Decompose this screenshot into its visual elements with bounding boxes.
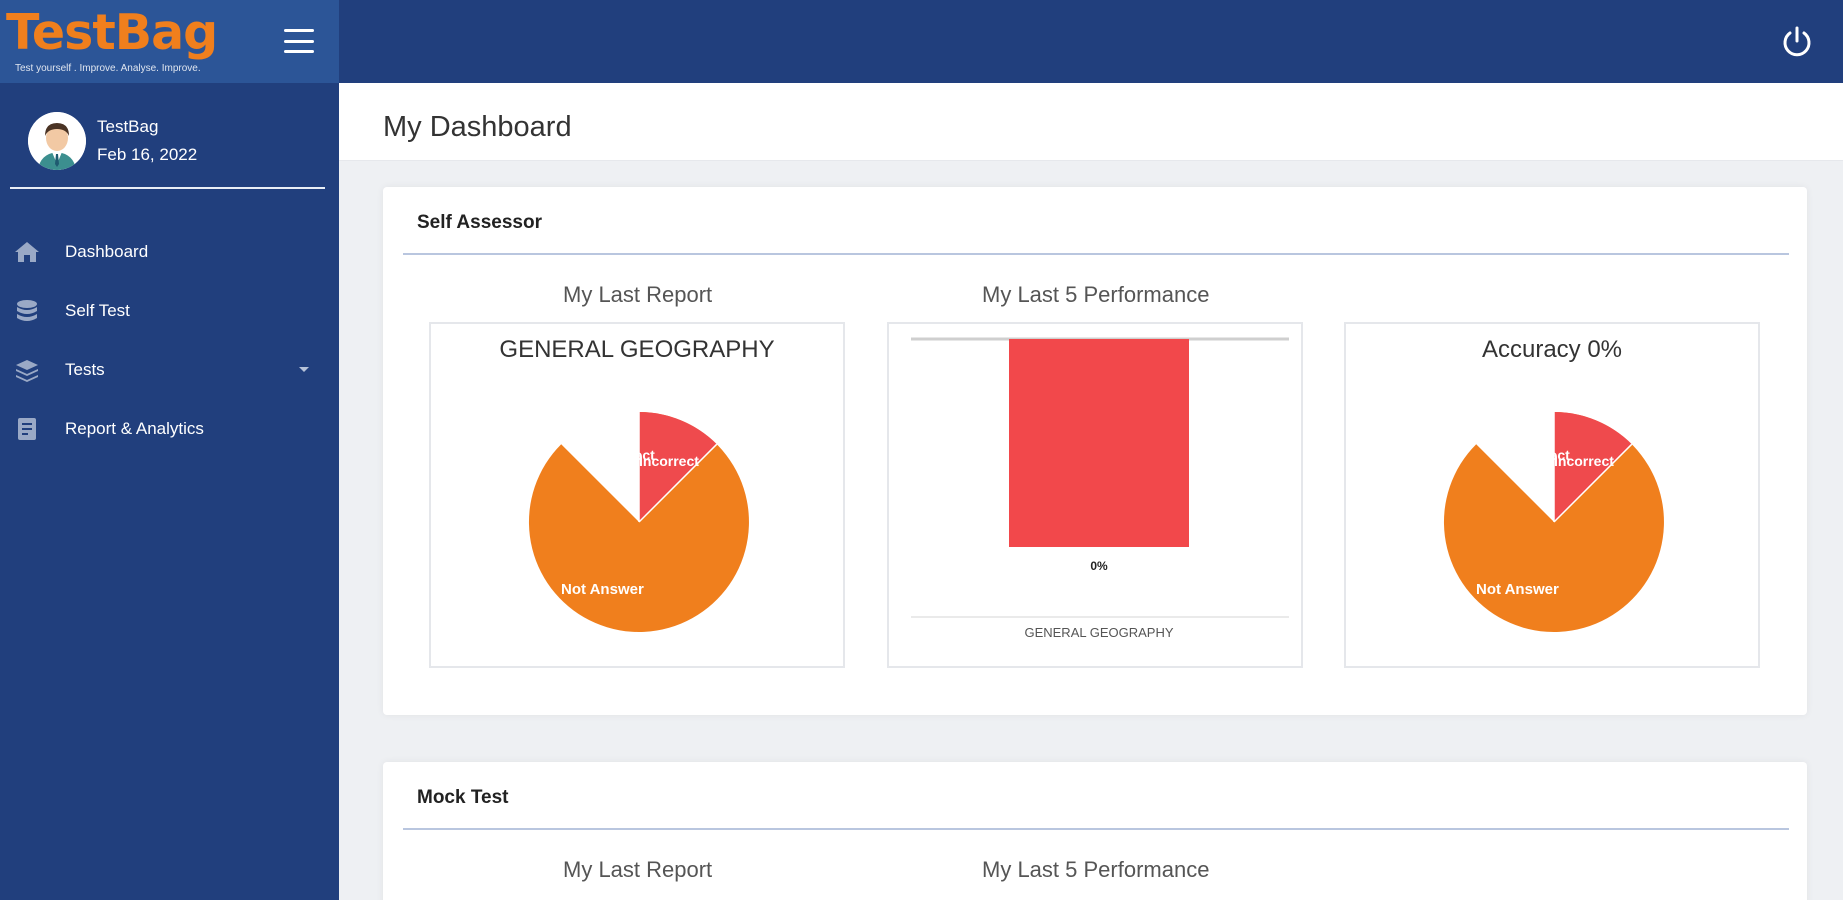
sidebar-item-self-test[interactable]: Self Test [0,281,339,340]
chevron-down-icon[interactable] [299,367,309,372]
performance-bar-chart: 0% GENERAL GEOGRAPHY [911,337,1289,640]
card-title: Mock Test [417,787,509,808]
top-bar [339,0,1843,83]
home-icon [14,240,40,264]
accuracy-pie-chart: Correct Incorrect Not Answer [1443,412,1664,632]
pie-label-correct: Correct [1520,447,1570,463]
divider [403,253,1789,255]
report-pie-panel: GENERAL GEOGRAPHY Correct Incorrect Not … [429,322,845,668]
pie-label-incorrect: Incorrect [1554,453,1614,469]
sidebar-item-report-analytics[interactable]: Report & Analytics [0,399,339,458]
layers-icon [14,358,40,382]
sidebar-item-label: Report & Analytics [65,419,204,438]
report-pie-chart: Correct Incorrect Not Answer [528,412,749,632]
page-title: My Dashboard [383,111,572,143]
chart-title: Accuracy 0% [1481,336,1623,363]
sidebar-item-dashboard[interactable]: Dashboard [0,222,339,281]
logo-tagline: Test yourself . Improve. Analyse. Improv… [15,63,201,74]
sidebar-item-label: Dashboard [65,242,149,261]
power-icon[interactable] [1779,24,1815,60]
pie-label-incorrect: Incorrect [639,453,699,469]
sidebar-item-label: Tests [65,360,105,379]
last-5-performance-heading: My Last 5 Performance [982,857,1210,882]
last-report-heading: My Last Report [563,282,713,307]
pie-label-not-answer: Not Answer [561,581,644,598]
divider [10,187,325,189]
pie-label-not-answer: Not Answer [1476,581,1559,598]
pie-slice-incorrect [1554,412,1632,522]
avatar [28,112,86,170]
sidebar-nav: Dashboard Self Test Tests Report & Analy… [0,222,339,458]
pie-slice-incorrect [639,412,717,522]
mock-test-card: Mock Test My Last Report My Last 5 Perfo… [383,762,1807,900]
sidebar: TestBag Test yourself . Improve. Analyse… [0,0,339,900]
hamburger-menu-icon[interactable] [284,29,314,53]
database-icon [14,299,40,323]
performance-bar-panel: 0% GENERAL GEOGRAPHY [887,322,1303,668]
card-title: Self Assessor [417,212,542,233]
accuracy-pie-panel: Accuracy 0% Correct Incorrect Not Answer [1344,322,1760,668]
user-profile: TestBag Feb 16, 2022 [0,83,339,191]
bar-general-geography [1009,339,1189,547]
divider [403,828,1789,830]
bar-data-label: 0% [1090,559,1108,573]
sidebar-item-label: Self Test [65,301,130,320]
pie-label-correct: Correct [605,447,655,463]
logo[interactable]: TestBag [6,4,218,61]
user-name: TestBag [97,117,159,136]
logo-area: TestBag Test yourself . Improve. Analyse… [0,0,339,83]
x-tick-label: GENERAL GEOGRAPHY [1024,625,1173,640]
self-assessor-card: Self Assessor My Last Report My Last 5 P… [383,187,1807,715]
last-report-heading: My Last Report [563,857,713,882]
report-icon [14,417,40,441]
user-date: Feb 16, 2022 [97,145,198,164]
chart-title: GENERAL GEOGRAPHY [499,336,775,363]
page-header: My Dashboard [339,83,1843,161]
sidebar-item-tests[interactable]: Tests [0,340,339,399]
last-5-performance-heading: My Last 5 Performance [982,282,1210,307]
